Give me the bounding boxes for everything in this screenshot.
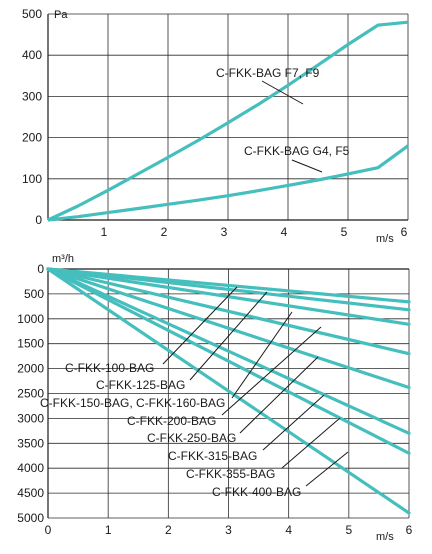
chart2-annotation-leader <box>221 326 322 416</box>
chart2-annotation-leader <box>262 394 325 451</box>
chart1-x-tick-label: 2 <box>161 225 168 239</box>
chart2-y-tick-label: 3000 <box>17 411 44 425</box>
chart1-y-tick-label: 500 <box>22 7 42 21</box>
chart2-x-tick-label: 3 <box>225 523 232 537</box>
chart1-y-unit: Pa <box>54 9 68 21</box>
chart1-annotation-leader <box>291 159 323 173</box>
chart2-series-line-8 <box>46 267 411 515</box>
chart1-series-line-2 <box>47 144 409 222</box>
chart2-series-label: C-FKK-100-BAG <box>65 361 154 375</box>
chart2-y-tick-label: 1000 <box>17 312 44 326</box>
chart2-series-label: C-FKK-315-BAG <box>168 449 257 463</box>
chart2-series-label: C-FKK-400-BAG <box>212 485 301 499</box>
chart2-series-label: C-FKK-250-BAG <box>147 431 236 445</box>
chart2-x-tick-label: 4 <box>285 523 292 537</box>
chart1-series-line-1 <box>47 20 409 222</box>
chart1-y-tick-label: 100 <box>22 172 42 186</box>
chart2-annotation-leader <box>231 311 293 399</box>
chart2-series-line-3 <box>46 267 411 326</box>
chart1-x-tick-label: 4 <box>281 225 288 239</box>
chart2-x-tick-label: 2 <box>165 523 172 537</box>
chart2-y-tick-label: 2000 <box>17 362 44 376</box>
chart2-series-label: C-FKK-150-BAG, C-FKK-160-BAG <box>40 396 225 410</box>
chart1-y-tick-label: 300 <box>22 89 42 103</box>
chart2-y-tick-label: 2500 <box>17 387 44 401</box>
chart1-x-tick-label: 6 <box>401 225 408 239</box>
chart2-x-unit: m/s <box>376 531 394 543</box>
chart1-y-tick-label: 400 <box>22 48 42 62</box>
chart2-y-tick-label: 3500 <box>17 436 44 450</box>
chart2-series-line-6 <box>46 267 411 435</box>
chart2-annotation-leader <box>239 356 319 434</box>
chart2-series-label: C-FKK-355-BAG <box>186 467 275 481</box>
chart1-y-tick-label: 200 <box>22 131 42 145</box>
chart2-y-unit: m³/h <box>52 253 74 265</box>
chart1-x-tick-label: 5 <box>341 225 348 239</box>
chart2-y-tick-label: 1500 <box>17 337 44 351</box>
chart1-x-unit: m/s <box>376 233 394 245</box>
chart2-series-label: C-FKK-200-BAG <box>127 414 216 428</box>
chart2-y-tick-label: 4000 <box>17 461 44 475</box>
chart1-annotation-leader <box>261 80 304 105</box>
chart2-y-tick-label: 4500 <box>17 486 44 500</box>
chart2-annotation-leader <box>281 417 341 469</box>
chart2-annotation-leader <box>305 451 349 487</box>
chart1-series-label: C-FKK-BAG F7, F9 <box>216 66 320 80</box>
chart2-series-line-5 <box>46 267 411 390</box>
chart2-series-label: C-FKK-125-BAG <box>96 378 185 392</box>
chart2-annotation-leader <box>189 291 268 381</box>
chart2-x-tick-label: 6 <box>406 523 413 537</box>
chart1-series-label: C-FKK-BAG G4, F5 <box>244 144 350 158</box>
chart2-series-line-7 <box>46 267 411 455</box>
chart2-x-tick-label: 0 <box>45 523 52 537</box>
chart2-x-tick-label: 5 <box>345 523 352 537</box>
chart1-y-tick-label: 0 <box>35 213 42 227</box>
chart2-y-tick-label: 5000 <box>17 511 44 525</box>
chart2-y-tick-label: 0 <box>37 262 44 276</box>
chart1-x-tick-label: 1 <box>101 225 108 239</box>
chart2-x-tick-label: 1 <box>105 523 112 537</box>
chart2-y-tick-label: 500 <box>24 287 44 301</box>
chart2-series-line-4 <box>46 267 411 356</box>
chart2-annotation-leader <box>162 286 238 365</box>
chart1-x-tick-label: 3 <box>221 225 228 239</box>
chart2-series-line-2 <box>46 267 411 312</box>
